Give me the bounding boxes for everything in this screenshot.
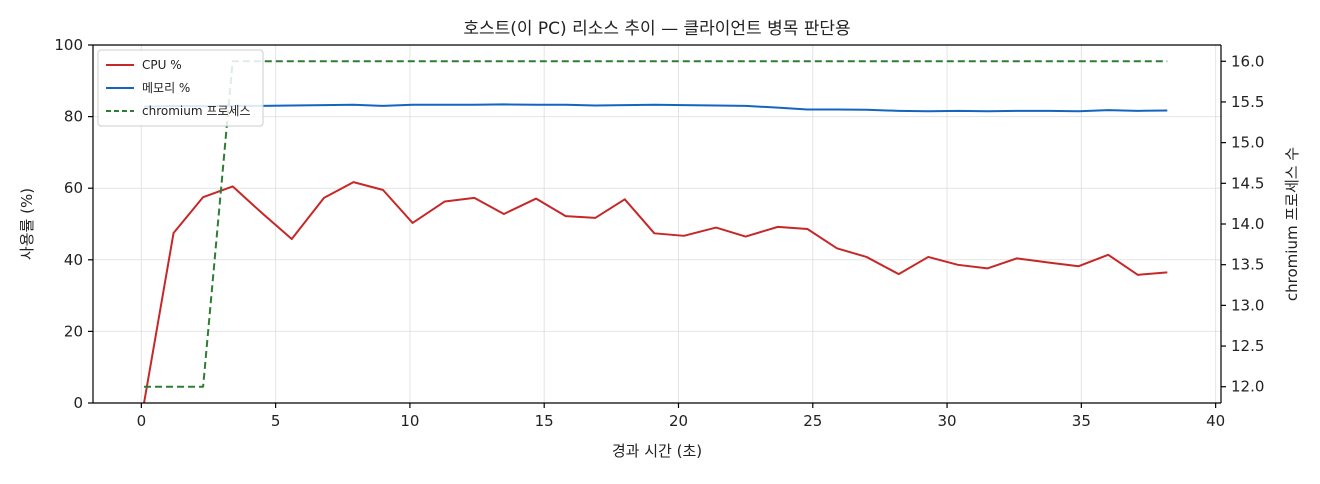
y2-axis-title: chromium 프로세스 수 bbox=[1283, 147, 1301, 301]
series-layer bbox=[143, 60, 1168, 404]
y-tick-label: 80 bbox=[64, 108, 83, 126]
y2-tick-label: 13.5 bbox=[1231, 256, 1264, 274]
y-axis-title: 사용률 (%) bbox=[18, 188, 36, 260]
ticks: 0 5 10 15 20 25 30 35 40 0 20 40 60 80 100 12.0 12.5 13.0… bbox=[54, 36, 1264, 430]
x-tick-label: 5 bbox=[271, 412, 281, 430]
legend-label-2: chromium 프로세스 bbox=[142, 104, 251, 118]
x-tick-label: 15 bbox=[535, 412, 554, 430]
legend-label-1: 메모리 % bbox=[142, 81, 190, 95]
legend: CPU % 메모리 % chromium 프로세스 bbox=[97, 49, 264, 127]
legend-label-0: CPU % bbox=[142, 58, 182, 72]
y2-tick-label: 13.0 bbox=[1231, 296, 1264, 314]
y-tick-label: 40 bbox=[64, 251, 83, 269]
y2-tick-label: 15.5 bbox=[1231, 93, 1264, 111]
y-tick-label: 60 bbox=[64, 179, 83, 197]
y-tick-label: 20 bbox=[64, 322, 83, 340]
y2-tick-label: 15.0 bbox=[1231, 134, 1264, 152]
x-tick-label: 0 bbox=[137, 412, 147, 430]
y2-tick-label: 16.0 bbox=[1231, 52, 1264, 70]
y2-tick-label: 12.0 bbox=[1231, 378, 1264, 396]
x-tick-label: 35 bbox=[1072, 412, 1091, 430]
x-axis-title: 경과 시간 (초) bbox=[612, 442, 702, 460]
legend-box bbox=[97, 49, 264, 127]
x-tick-label: 30 bbox=[938, 412, 957, 430]
y2-tick-label: 14.0 bbox=[1231, 215, 1264, 233]
y2-tick-label: 12.5 bbox=[1231, 337, 1264, 355]
y2-tick-label: 14.5 bbox=[1231, 174, 1264, 192]
series-line-2 bbox=[144, 60, 1168, 388]
x-tick-label: 20 bbox=[669, 412, 688, 430]
x-tick-label: 25 bbox=[803, 412, 822, 430]
legend-items: CPU % 메모리 % chromium 프로세스 bbox=[106, 58, 251, 118]
y-tick-label: 100 bbox=[54, 36, 83, 54]
series-line-1 bbox=[144, 103, 1168, 113]
x-tick-label: 10 bbox=[400, 412, 419, 430]
y-tick-label: 0 bbox=[73, 394, 83, 412]
x-tick-label: 40 bbox=[1206, 412, 1225, 430]
series-line-0 bbox=[143, 181, 1168, 404]
chart-title: 호스트(이 PC) 리소스 추이 — 클라이언트 병목 판단용 bbox=[463, 19, 850, 39]
